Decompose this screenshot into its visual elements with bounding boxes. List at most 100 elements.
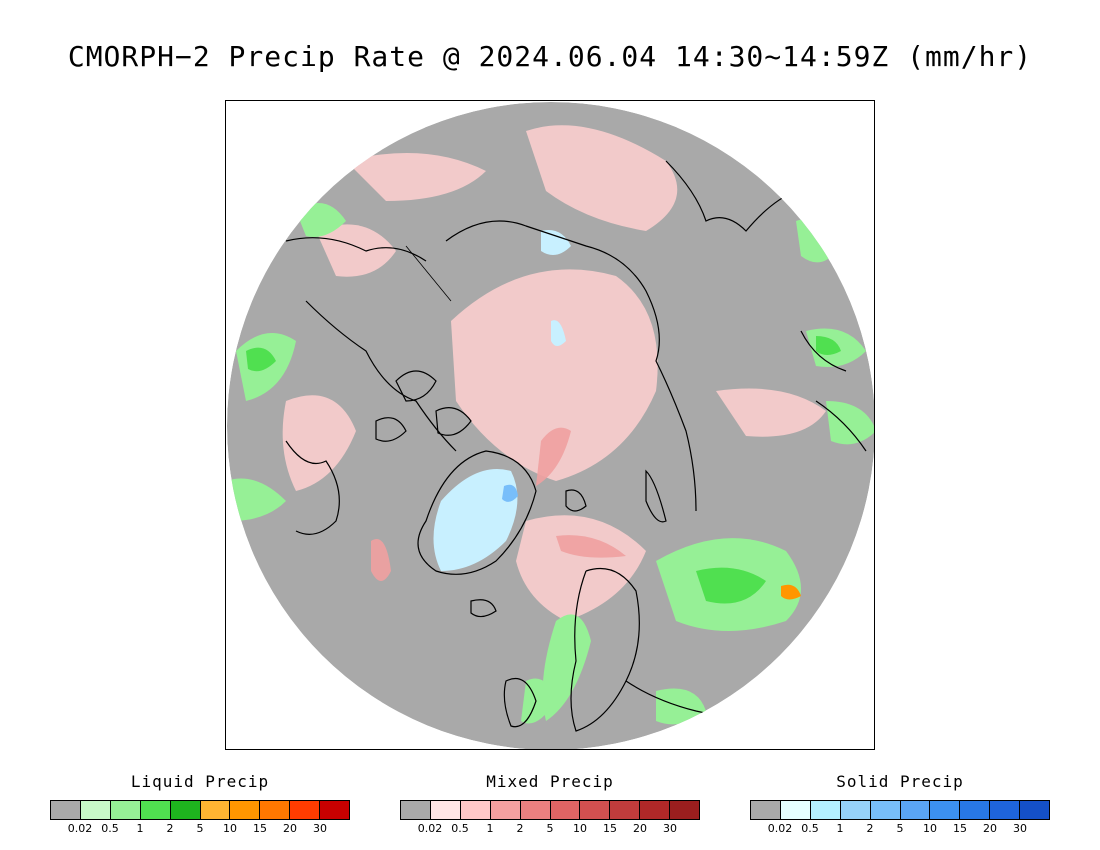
- liquid-heavy-russia: [696, 567, 766, 604]
- legend-swatch: [490, 801, 521, 819]
- legend-mixed-precip: Mixed Precip 0.02 0.5 1 2 5 10 15 20 30: [400, 772, 700, 836]
- legend-tick-label: 0.5: [101, 822, 119, 835]
- legend-tick-label: 0.5: [451, 822, 469, 835]
- legend-tick-label: 30: [663, 822, 677, 835]
- coastline-russia-east: [665, 160, 797, 232]
- legend-tick-label: 15: [953, 822, 967, 835]
- liquid-precip-alaska: [296, 203, 346, 237]
- legend-title: Mixed Precip: [486, 772, 614, 791]
- legend-tick-label: 0.5: [801, 822, 819, 835]
- legend-swatch: [990, 801, 1021, 819]
- legend-swatches: [50, 800, 350, 820]
- legend-swatch: [401, 801, 431, 819]
- legend-swatch: [751, 801, 781, 819]
- legend-swatch: [610, 801, 641, 819]
- legend-swatch: [580, 801, 611, 819]
- coastline-hudson: [285, 440, 340, 535]
- mixed-heavy-atlantic: [556, 535, 626, 558]
- mixed-precip-siberia-north: [526, 125, 678, 231]
- legend-tick-label: 5: [196, 822, 204, 835]
- legend-tick-label: 15: [253, 822, 267, 835]
- liquid-precip-scandinavia: [542, 614, 591, 721]
- legend-swatch: [640, 801, 671, 819]
- mixed-precip-heavy: [371, 427, 626, 581]
- legend-ticks: 0.02 0.5 1 2 5 10 15 20 30: [750, 822, 1050, 836]
- legend-swatch: [51, 801, 81, 819]
- legend-swatch: [780, 801, 811, 819]
- legend-swatch: [110, 801, 141, 819]
- legend-swatch: [260, 801, 291, 819]
- legend-tick-label: 1: [136, 822, 144, 835]
- legend-swatch: [870, 801, 901, 819]
- legend-swatch: [930, 801, 961, 819]
- legend-swatch: [460, 801, 491, 819]
- coastline-greenland: [417, 450, 537, 575]
- liquid-precip-moderate: [781, 584, 801, 600]
- liquid-heavy-canada: [246, 347, 276, 372]
- legend-tick-label: 1: [836, 822, 844, 835]
- legend-swatch: [430, 801, 461, 819]
- map-title: CMORPH−2 Precip Rate @ 2024.06.04 14:30~…: [67, 40, 1033, 73]
- legend-tick-label: 5: [546, 822, 554, 835]
- liquid-precip-east-1: [796, 219, 836, 263]
- solid-precip-areas: [433, 230, 571, 571]
- mixed-heavy-greenland-west: [371, 539, 391, 581]
- legend-swatch: [230, 801, 261, 819]
- mixed-precip-areas: [282, 125, 826, 621]
- coastline-canada: [305, 300, 457, 452]
- legend-tick-label: 20: [283, 822, 297, 835]
- mixed-precip-arctic-ocean: [451, 269, 658, 481]
- solid-precip-heavier: [502, 484, 518, 502]
- coastline-scandinavia: [570, 567, 640, 732]
- legend-swatch: [320, 801, 350, 819]
- legend-tick-label: 10: [573, 822, 587, 835]
- legend-swatch: [520, 801, 551, 819]
- coastline-canadian-archipelago: [375, 370, 472, 442]
- solid-precip-pole: [551, 320, 566, 346]
- legend-swatch: [290, 801, 321, 819]
- coastline-siberia: [445, 220, 697, 512]
- liquid-precip-west-edge: [227, 478, 286, 521]
- legend-ticks: 0.02 0.5 1 2 5 10 15 20 30: [50, 822, 350, 836]
- legend-solid-precip: Solid Precip 0.02 0.5 1 2 5 10 15 20 30: [750, 772, 1050, 836]
- legend-liquid-precip: Liquid Precip 0.02 0.5 1 2 5 10 15 20 30: [50, 772, 350, 836]
- liquid-precip-heavy: [246, 336, 841, 604]
- mixed-precip-alaska: [316, 224, 396, 277]
- legend-tick-label: 10: [223, 822, 237, 835]
- legend-tick-label: 20: [633, 822, 647, 835]
- legend-swatch: [900, 801, 931, 819]
- legend-swatches: [750, 800, 1050, 820]
- legend-tick-label: 5: [896, 822, 904, 835]
- legend-tick-label: 30: [313, 822, 327, 835]
- legend-tick-label: 2: [166, 822, 174, 835]
- liquid-precip-east-3: [826, 401, 874, 445]
- legend-tick-label: 2: [866, 822, 874, 835]
- legend-tick-label: 20: [983, 822, 997, 835]
- legend-swatch: [80, 801, 111, 819]
- legend-swatch: [960, 801, 991, 819]
- coastline-svalbard: [565, 489, 587, 512]
- coastline-novaya-zemlya: [645, 469, 667, 523]
- mixed-precip-west: [282, 395, 356, 491]
- legend-swatch: [1020, 801, 1050, 819]
- polar-map-frame: [225, 100, 875, 750]
- mixed-precip-north-atlantic: [516, 515, 646, 621]
- liquid-precip-uk: [521, 678, 556, 724]
- legend-tick-label: 0.02: [767, 822, 793, 835]
- legend-swatch: [670, 801, 700, 819]
- mixed-precip-north: [346, 153, 486, 201]
- coastlines: [285, 160, 867, 742]
- coastline-iceland: [470, 599, 497, 618]
- legend-tick-label: 1: [486, 822, 494, 835]
- coastline-east-edge: [800, 330, 867, 452]
- legend-ticks: 0.02 0.5 1 2 5 10 15 20 30: [400, 822, 700, 836]
- solid-precip-greenland: [433, 469, 518, 571]
- border-alaska-canada: [405, 245, 452, 302]
- legend-swatch: [810, 801, 841, 819]
- legend-swatch: [840, 801, 871, 819]
- legend-tick-label: 30: [1013, 822, 1027, 835]
- legend-title: Liquid Precip: [130, 772, 270, 791]
- legend-swatch: [140, 801, 171, 819]
- legend-tick-label: 0.02: [67, 822, 93, 835]
- liquid-heavy-east: [816, 336, 841, 355]
